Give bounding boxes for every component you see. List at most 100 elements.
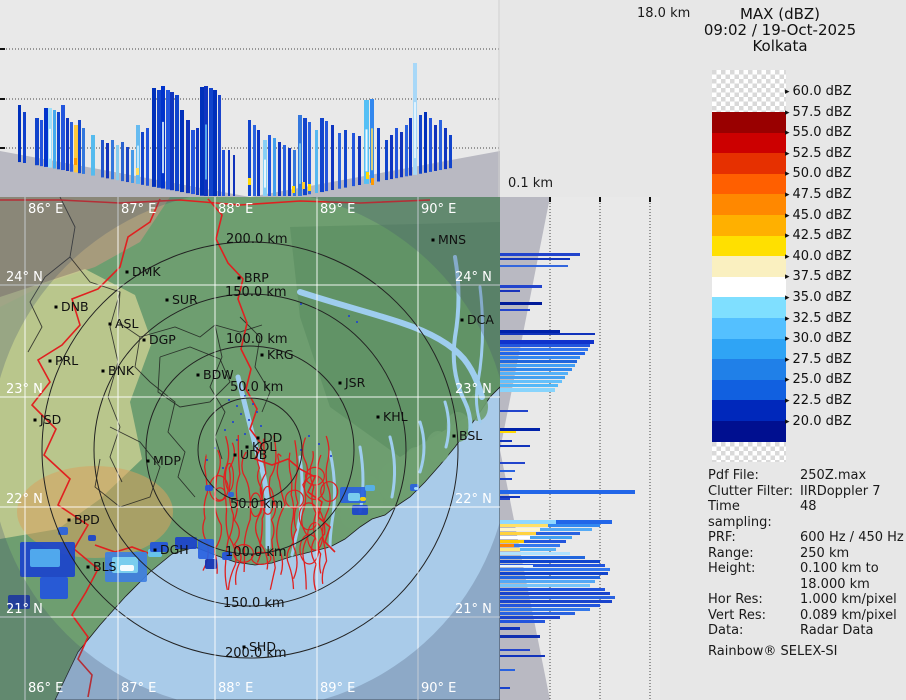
echo-row bbox=[500, 627, 520, 630]
city-label-kol: KOL bbox=[252, 439, 276, 454]
metadata-value: 0.089 km/pixel bbox=[800, 607, 897, 623]
tick-value: 35.0 dBZ bbox=[792, 290, 852, 305]
echo-column-foot bbox=[371, 178, 374, 185]
tick-value: 22.5 dBZ bbox=[792, 393, 852, 408]
echo-column bbox=[400, 132, 403, 178]
colorbar-band-40.0 bbox=[712, 256, 786, 277]
echo-column bbox=[377, 128, 380, 182]
river bbox=[451, 255, 473, 434]
tick-arrow-icon: ▸ bbox=[785, 354, 790, 365]
longitude-label: 86° E bbox=[28, 681, 63, 696]
cross-section-top-plot bbox=[0, 0, 500, 197]
map-echo-speckle bbox=[228, 399, 230, 401]
echo-column-core bbox=[137, 145, 139, 176]
echo-column bbox=[141, 132, 144, 185]
city-label-bpd: BPD bbox=[74, 512, 100, 527]
delta-island-outline bbox=[284, 489, 305, 509]
city-marker bbox=[242, 645, 246, 649]
city-marker bbox=[67, 518, 71, 522]
echo-row bbox=[500, 635, 540, 638]
metadata-label: Range: bbox=[708, 545, 754, 561]
map-echo-speckle bbox=[248, 419, 250, 421]
echo-row bbox=[500, 536, 572, 539]
city-marker bbox=[33, 418, 37, 422]
map-echo-speckle bbox=[330, 455, 332, 457]
colorbar-band-42.5 bbox=[712, 235, 786, 257]
out-of-range-dim-overlay bbox=[0, 190, 510, 700]
map-echo-patch bbox=[360, 497, 366, 501]
echo-column bbox=[344, 130, 347, 188]
delta-river-contours bbox=[202, 435, 339, 591]
echo-column bbox=[191, 130, 195, 195]
metadata-value: Radar Data bbox=[800, 623, 874, 638]
map-echo-speckle bbox=[232, 421, 234, 423]
echo-row bbox=[500, 376, 565, 379]
echo-row bbox=[500, 540, 524, 543]
echo-row bbox=[500, 608, 590, 611]
range-ring-label: 50.0 km bbox=[230, 380, 283, 395]
echo-row bbox=[500, 565, 533, 567]
echo-row bbox=[500, 532, 536, 535]
district-border bbox=[149, 381, 196, 498]
echo-column bbox=[180, 110, 184, 193]
echo-row bbox=[500, 333, 595, 335]
longitude-label: 87° E bbox=[121, 202, 156, 217]
echo-column bbox=[146, 128, 149, 186]
echo-row bbox=[500, 560, 600, 563]
range-ring-label: 100.0 km bbox=[226, 332, 288, 347]
latitude-label: 21° N bbox=[455, 602, 492, 617]
map-echo-speckle bbox=[244, 395, 246, 397]
longitude-label: 86° E bbox=[28, 202, 63, 217]
city-label-brp: BRP bbox=[244, 270, 269, 285]
colorbar-tick-label: ▸ 50.0 dBZ bbox=[785, 166, 852, 181]
delta-contour bbox=[268, 435, 277, 590]
echo-row bbox=[500, 490, 635, 494]
tick-value: 42.5 dBZ bbox=[792, 228, 852, 244]
city-marker bbox=[233, 453, 237, 457]
delta-island-outline bbox=[305, 466, 325, 486]
metadata-row: Hor Res: 1.000 km/pixel bbox=[708, 592, 904, 608]
echo-row bbox=[500, 600, 612, 603]
echo-row bbox=[500, 380, 562, 383]
river bbox=[474, 285, 485, 424]
terrain-east bbox=[290, 222, 500, 457]
colorbar-band-50.0 bbox=[712, 173, 786, 195]
echo-column-foot bbox=[302, 182, 305, 189]
dbz-colorbar bbox=[712, 70, 786, 462]
delta-island-outline bbox=[303, 474, 325, 501]
echo-row bbox=[500, 584, 590, 587]
echo-row bbox=[500, 360, 577, 363]
tick-arrow-icon: ▸ bbox=[785, 128, 790, 139]
city-label-bsl: BSL bbox=[459, 428, 482, 443]
city-label-mdp: MDP bbox=[153, 453, 181, 468]
echo-column bbox=[152, 88, 156, 187]
map-echo-speckle bbox=[236, 405, 238, 407]
city-marker bbox=[237, 276, 241, 280]
echo-row bbox=[500, 348, 588, 351]
echo-column bbox=[233, 155, 235, 196]
echo-row bbox=[500, 356, 580, 359]
latitude-label: 22° N bbox=[455, 492, 492, 507]
echo-column-core bbox=[205, 124, 207, 180]
city-marker bbox=[142, 338, 146, 342]
map-echo-patch bbox=[205, 485, 213, 491]
city-marker bbox=[108, 322, 112, 326]
tick-value: 60.0 dBZ bbox=[792, 84, 852, 99]
echo-column bbox=[78, 120, 81, 174]
tick-value: 20.0 dBZ bbox=[792, 413, 852, 429]
map-echo-patch bbox=[222, 552, 232, 560]
tick-value: 57.5 dBZ bbox=[792, 104, 852, 120]
echo-row bbox=[500, 309, 530, 311]
map-echo-patch bbox=[30, 549, 60, 567]
tick-arrow-icon: ▸ bbox=[785, 375, 790, 386]
tick-arrow-icon: ▸ bbox=[785, 87, 790, 97]
echo-column bbox=[352, 133, 355, 187]
echo-column bbox=[111, 140, 114, 180]
map-echo-speckle bbox=[348, 315, 350, 317]
echo-row bbox=[500, 655, 545, 657]
colorbar-transparent-tail bbox=[712, 441, 786, 462]
colorbar-band-55.0 bbox=[712, 132, 786, 154]
state-border bbox=[207, 198, 336, 553]
colorbar-tick-label: ▸ 25.0 dBZ bbox=[785, 372, 852, 387]
echo-column bbox=[196, 128, 199, 196]
